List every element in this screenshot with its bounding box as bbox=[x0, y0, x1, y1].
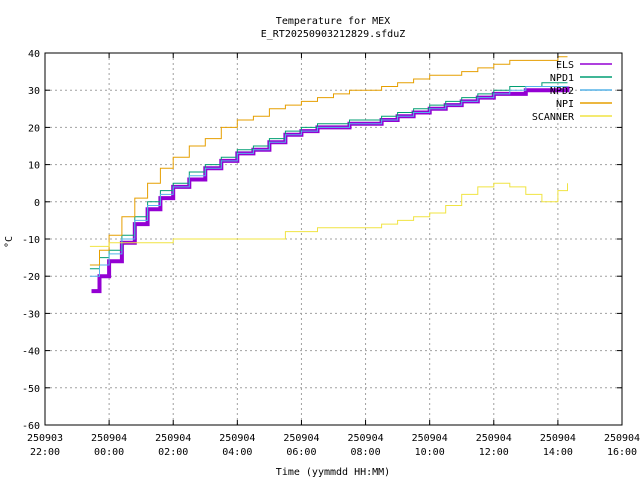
x-tick-label-time: 14:00 bbox=[543, 447, 573, 458]
x-tick-label-time: 22:00 bbox=[30, 447, 60, 458]
series-line-scanner bbox=[89, 182, 568, 247]
grid-lines bbox=[45, 53, 622, 425]
series-line-npd2 bbox=[89, 86, 568, 277]
y-tick-label: -30 bbox=[22, 309, 40, 320]
x-tick-label-time: 12:00 bbox=[479, 447, 509, 458]
x-axis-label: Time (yymmdd HH:MM) bbox=[276, 467, 390, 478]
y-tick-label: -40 bbox=[22, 347, 40, 358]
y-tick-label: 0 bbox=[34, 198, 40, 209]
x-tick-label-date: 250904 bbox=[412, 433, 448, 444]
y-tick-label: 10 bbox=[28, 161, 40, 172]
x-tick-label-time: 10:00 bbox=[415, 447, 445, 458]
x-tick-label-time: 08:00 bbox=[351, 447, 381, 458]
chart-subtitle: E_RT20250903212829.sfduZ bbox=[261, 29, 406, 40]
y-axis: -60 -50 -40 -30 -20 -10 0 10 20 30 40 bbox=[22, 49, 622, 432]
series-line-els bbox=[91, 86, 570, 294]
x-tick-label-date: 250904 bbox=[283, 433, 319, 444]
y-tick-label: -10 bbox=[22, 235, 40, 246]
data-series bbox=[89, 56, 570, 294]
series-line-npd1 bbox=[89, 82, 568, 270]
x-tick-label-time: 06:00 bbox=[286, 447, 316, 458]
x-tick-label-date: 250904 bbox=[347, 433, 383, 444]
legend-label-npd1: NPD1 bbox=[550, 73, 574, 84]
y-axis-label: °C bbox=[4, 236, 15, 248]
y-tick-label: -60 bbox=[22, 421, 40, 432]
x-tick-label-date: 250904 bbox=[604, 433, 640, 444]
x-tick-label-date: 250904 bbox=[540, 433, 576, 444]
y-tick-label: 20 bbox=[28, 123, 40, 134]
legend: ELS NPD1 NPD2 NPI SCANNER bbox=[532, 60, 612, 123]
legend-label-npi: NPI bbox=[556, 99, 574, 110]
x-tick-label-date: 250904 bbox=[219, 433, 255, 444]
x-tick-label-time: 04:00 bbox=[222, 447, 252, 458]
legend-label-npd2: NPD2 bbox=[550, 86, 574, 97]
y-tick-label: 40 bbox=[28, 49, 40, 60]
x-tick-label-date: 250904 bbox=[91, 433, 127, 444]
y-tick-label: -50 bbox=[22, 384, 40, 395]
x-tick-label-time: 16:00 bbox=[607, 447, 637, 458]
x-axis: 250903 22:00 250904 00:00 250904 02:00 250904 0… bbox=[27, 53, 640, 458]
x-tick-label-date: 250903 bbox=[27, 433, 63, 444]
legend-label-els: ELS bbox=[556, 60, 574, 71]
y-tick-label: 30 bbox=[28, 86, 40, 97]
legend-label-scanner: SCANNER bbox=[532, 112, 575, 123]
x-tick-label-time: 02:00 bbox=[158, 447, 188, 458]
x-tick-label-date: 250904 bbox=[155, 433, 191, 444]
y-tick-label: -20 bbox=[22, 272, 40, 283]
x-tick-label-time: 00:00 bbox=[94, 447, 124, 458]
chart-title: Temperature for MEX bbox=[276, 16, 390, 27]
x-tick-label-date: 250904 bbox=[476, 433, 512, 444]
series-line-npi bbox=[89, 56, 568, 266]
